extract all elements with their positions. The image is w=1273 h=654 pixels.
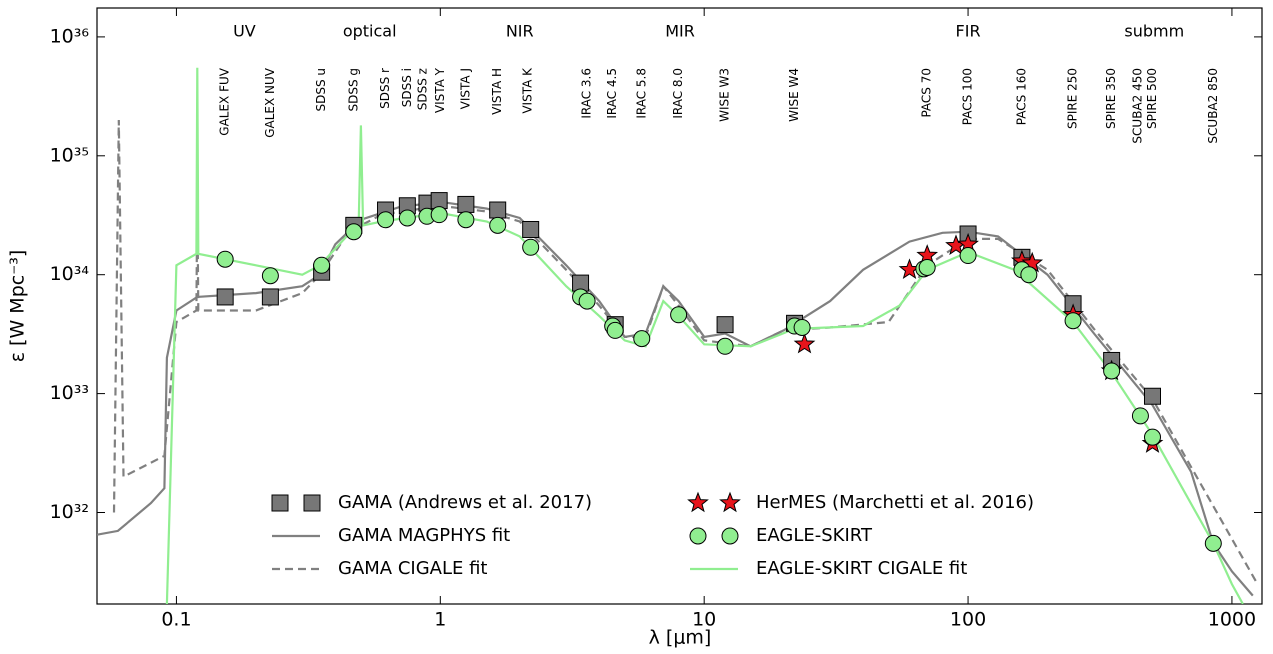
x-tick-label: 100	[950, 609, 986, 631]
x-tick-label: 1000	[1208, 609, 1256, 631]
y-tick-label: 10³²	[50, 501, 89, 523]
legend-marker	[719, 491, 741, 513]
legend-marker	[721, 527, 739, 545]
filter-label: VISTA J	[458, 68, 472, 109]
circle-marker	[578, 292, 596, 310]
y-tick-label: 10³⁴	[50, 263, 90, 285]
filter-label: VISTA Y	[433, 67, 447, 113]
circle-marker	[216, 250, 234, 268]
legend-label: GAMA (Andrews et al. 2017)	[338, 492, 592, 513]
circle-marker	[430, 206, 448, 224]
circle-marker	[670, 306, 688, 324]
filter-label: VISTA H	[490, 68, 504, 115]
circle-marker	[716, 337, 734, 355]
circle-marker	[345, 223, 363, 241]
band-label: FIR	[956, 22, 981, 41]
band-label: MIR	[665, 22, 695, 41]
square-marker	[457, 195, 475, 213]
band-label: UV	[233, 22, 256, 41]
filter-label: SDSS z	[416, 68, 430, 110]
star-marker	[793, 332, 816, 354]
filter-label: SDSS r	[378, 68, 392, 109]
filter-label: WISE W4	[787, 68, 801, 122]
y-axis-label: ε [W Mpc⁻³]	[7, 250, 29, 363]
y-tick-label: 10³⁶	[50, 25, 89, 47]
filter-label: VISTA K	[521, 67, 535, 114]
circle-marker	[522, 238, 540, 256]
filter-label: SDSS u	[314, 68, 328, 112]
legend-marker	[689, 527, 707, 545]
x-tick-label: 10	[692, 609, 716, 631]
y-tick-label: 10³³	[50, 382, 89, 404]
circle-marker	[1020, 266, 1038, 284]
circle-marker	[1204, 534, 1222, 552]
circle-marker	[1131, 407, 1149, 425]
circle-marker	[398, 209, 416, 227]
square-marker	[522, 220, 540, 238]
band-label: optical	[343, 22, 397, 41]
plot-frame	[96, 7, 1263, 605]
circle-marker	[377, 211, 395, 229]
circle-marker	[918, 258, 936, 276]
square-marker	[261, 288, 279, 306]
circle-marker	[457, 211, 475, 229]
band-label: submm	[1124, 22, 1184, 41]
filter-label: IRAC 8.0	[671, 68, 685, 119]
circle-marker	[1103, 362, 1121, 380]
filter-label: WISE W3	[718, 68, 732, 122]
circle-marker	[793, 318, 811, 336]
circle-marker	[959, 247, 977, 265]
legend-marker	[303, 494, 321, 512]
circle-marker	[489, 216, 507, 234]
filter-label: SPIRE 350	[1104, 68, 1118, 129]
circle-marker	[606, 321, 624, 339]
filter-label: PACS 100	[961, 68, 975, 125]
filter-label: SPIRE 500	[1145, 68, 1159, 129]
legend-label: EAGLE-SKIRT	[756, 525, 873, 546]
x-tick-label: 0.1	[161, 609, 191, 631]
y-tick-label: 10³⁵	[50, 144, 89, 166]
legend-label: GAMA CIGALE fit	[338, 558, 487, 579]
square-marker	[489, 201, 507, 219]
filter-label: SDSS g	[346, 68, 360, 112]
legend-label: EAGLE-SKIRT CIGALE fit	[756, 558, 967, 579]
filter-label: SCUBA2 450	[1130, 68, 1144, 144]
circle-marker	[1143, 428, 1161, 446]
square-marker	[716, 316, 734, 334]
x-axis-label: λ [μm]	[649, 627, 712, 649]
circle-marker	[1064, 312, 1082, 330]
filter-label: PACS 160	[1014, 68, 1028, 125]
filter-label: IRAC 3.6	[580, 68, 594, 119]
x-tick-label: 1	[434, 609, 446, 631]
filter-label: IRAC 5.8	[634, 68, 648, 119]
filter-label: PACS 70	[920, 68, 934, 118]
filter-label: GALEX FUV	[218, 67, 232, 135]
sed-line	[97, 200, 1254, 597]
filter-label: GALEX NUV	[263, 67, 277, 138]
circle-marker	[313, 256, 331, 274]
filter-label: SDSS i	[400, 68, 414, 107]
square-marker	[216, 288, 234, 306]
filter-label: SCUBA2 850	[1206, 68, 1220, 144]
square-marker	[1143, 387, 1161, 405]
circle-marker	[261, 267, 279, 285]
band-label: NIR	[506, 22, 534, 41]
filter-label: IRAC 4.5	[605, 68, 619, 119]
filter-label: SPIRE 250	[1066, 68, 1080, 129]
legend-marker	[271, 494, 289, 512]
legend-label: GAMA MAGPHYS fit	[338, 525, 510, 546]
legend-marker	[687, 491, 709, 513]
legend-label: HerMES (Marchetti et al. 2016)	[756, 492, 1034, 513]
circle-marker	[633, 330, 651, 348]
sed-line	[112, 119, 1259, 585]
